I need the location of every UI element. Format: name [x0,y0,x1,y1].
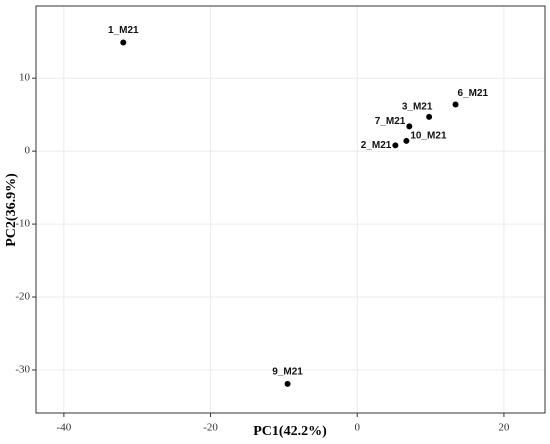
point [120,39,127,46]
point-label: 10_M21 [410,131,447,142]
point-label: 1_M21 [108,25,139,36]
x-tick-label: 0 [354,422,360,434]
point [452,101,459,108]
x-tick-label: -20 [203,422,218,434]
x-tick-label: -40 [57,422,72,434]
x-tick-label: 20 [498,422,510,434]
y-tick-label: -30 [15,363,30,375]
point-label: 2_M21 [361,140,392,151]
y-tick-label: -10 [15,218,30,230]
point-label: 7_M21 [375,116,406,127]
point [403,137,410,144]
x-axis-title: PC1(42.2%) [253,424,327,439]
plot-border [35,5,546,414]
plot-background [36,6,545,413]
y-tick-label: -20 [15,291,30,303]
point-label: 6_M21 [458,88,489,99]
point [426,113,433,120]
point-label: 9_M21 [272,366,303,377]
point [406,123,413,130]
y-tick-label: 0 [25,145,31,157]
point [392,142,399,149]
y-axis-title: PC2(36.9%) [4,173,19,247]
point-label: 3_M21 [402,102,433,113]
point [284,380,291,387]
y-tick-label: 10 [19,72,31,84]
